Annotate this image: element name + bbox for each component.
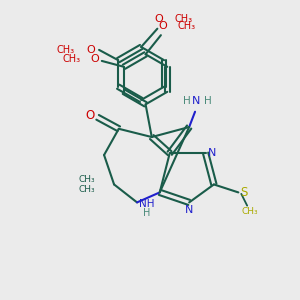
Text: CH₃: CH₃ [242,207,258,216]
Text: O: O [86,45,95,55]
Text: CH₃: CH₃ [62,54,80,64]
Text: NH: NH [139,199,155,209]
Text: CH₃: CH₃ [56,45,75,55]
Text: O: O [158,21,167,31]
Text: S: S [240,186,247,199]
Text: H: H [203,95,211,106]
Text: O: O [90,54,99,64]
Text: N: N [185,205,193,215]
Text: H: H [183,95,191,106]
Text: CH₃: CH₃ [174,14,192,24]
Text: O: O [154,14,163,24]
Text: CH₃: CH₃ [178,21,196,31]
Text: N: N [192,95,201,106]
Text: N: N [208,148,216,158]
Text: CH₃: CH₃ [78,175,95,184]
Text: H: H [143,208,151,218]
Text: CH₃: CH₃ [78,185,95,194]
Text: O: O [85,109,95,122]
